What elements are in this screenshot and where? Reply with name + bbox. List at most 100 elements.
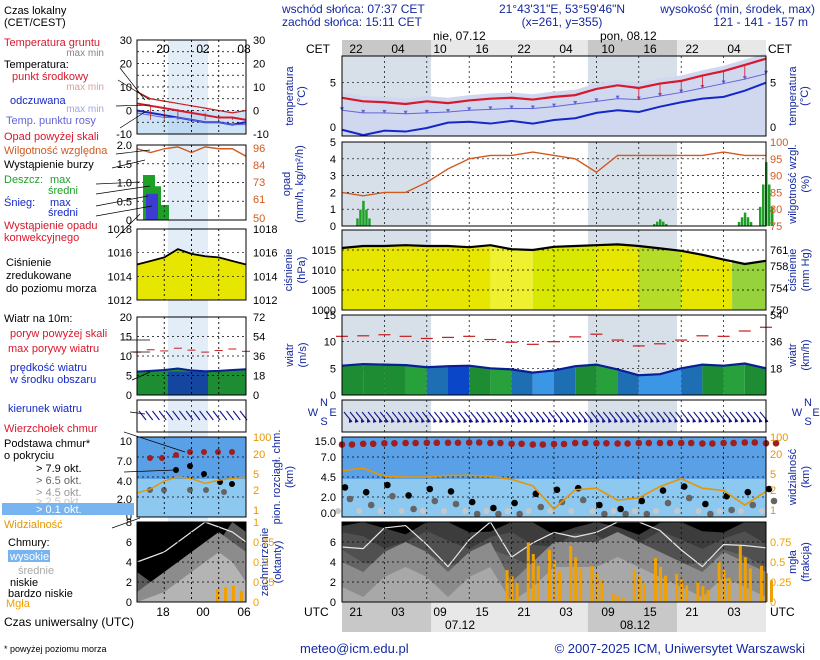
wind-direction-arrow bbox=[632, 411, 642, 423]
dewpoint-marker bbox=[509, 105, 514, 110]
legend-cloud-tick: 4.0 bbox=[117, 476, 132, 488]
legend-wind-kmh-tick: 54 bbox=[253, 332, 265, 344]
pressure-fill-segment bbox=[532, 245, 597, 310]
legend-temp-tick-left: 10 bbox=[120, 82, 132, 94]
legend-utc-tick: 18 bbox=[156, 605, 170, 619]
pressure-mmhg-tick: 750 bbox=[770, 305, 788, 317]
cloud-base-dot-faint bbox=[335, 508, 341, 514]
legend-wind-arrow bbox=[232, 410, 241, 421]
wind-direction-arrow bbox=[645, 411, 654, 423]
legend-pointer-line bbox=[117, 79, 151, 101]
dewpoint-marker bbox=[424, 109, 429, 114]
legend-pressure: Ciśnienie zredukowane do poziomu morza bbox=[6, 257, 97, 295]
precip-bar bbox=[662, 221, 665, 226]
legend-pressure-tick-left: 1012 bbox=[108, 295, 132, 307]
legend-ground-temp: Temperatura gruntu bbox=[4, 37, 100, 49]
top-night-band bbox=[342, 40, 432, 56]
cloud-base-dot-faint bbox=[525, 508, 532, 514]
wind-direction-arrow bbox=[554, 411, 564, 423]
wind-fill-segment bbox=[363, 364, 385, 395]
compass-right-w: W bbox=[792, 407, 803, 419]
cloud-base-dot bbox=[532, 490, 540, 498]
legend-cloud-top-dot bbox=[201, 449, 207, 455]
precip-bar bbox=[746, 217, 750, 226]
legend-fog-bar bbox=[232, 586, 235, 602]
visibility-line bbox=[341, 467, 767, 511]
cloud-base-dot bbox=[638, 497, 646, 505]
visibility-tick: 1 bbox=[770, 505, 776, 517]
legend-cover-tick: 6 bbox=[126, 537, 132, 549]
wind-direction-arrowhead bbox=[602, 418, 606, 423]
dewpoint-marker bbox=[530, 105, 535, 110]
wind-direction-arrow bbox=[693, 411, 703, 423]
cover-tick: 2 bbox=[330, 577, 336, 589]
legend-local-time-label: Czas lokalny (CET/CEST) bbox=[4, 5, 67, 29]
wind-direction-arrowhead bbox=[547, 418, 551, 423]
precip-bar bbox=[665, 223, 668, 226]
legend-pointer-line bbox=[119, 111, 146, 129]
wind-direction-arrow bbox=[620, 411, 630, 423]
wind-direction-arrowhead bbox=[373, 418, 377, 423]
cloud-base-dot-faint bbox=[674, 508, 681, 514]
legend-cloud-top-dot bbox=[215, 449, 221, 455]
legend-cover-tick: 0 bbox=[126, 597, 132, 609]
cloud-top-dot bbox=[624, 440, 631, 447]
fog-bar bbox=[590, 566, 594, 602]
fog-bar bbox=[706, 590, 710, 602]
wind-direction-arrow bbox=[705, 411, 715, 423]
top-hour-tick: 04 bbox=[391, 42, 405, 56]
wind-direction-panel-night-band bbox=[587, 400, 677, 432]
wind-kmh-tick: 18 bbox=[770, 363, 782, 375]
fog-bar bbox=[595, 573, 599, 602]
precip-bar bbox=[362, 200, 365, 226]
wind-direction-arrowhead bbox=[499, 418, 503, 423]
legend-pressure-tick-right: 1014 bbox=[253, 271, 277, 283]
cloud-base-dot-secondary bbox=[495, 510, 502, 518]
cloud-base-dot bbox=[447, 488, 455, 495]
cloud-base-dot bbox=[680, 483, 688, 490]
dewpoint-marker bbox=[594, 98, 599, 103]
wind-fill-segment bbox=[596, 364, 618, 395]
legend-cover-tick: 2 bbox=[126, 577, 132, 589]
top-hour-tick: 04 bbox=[727, 42, 741, 56]
legend-pointer-line bbox=[123, 431, 186, 453]
cover-tick: 0 bbox=[330, 597, 336, 609]
fog-bar bbox=[717, 562, 721, 602]
cet-label-left: CET bbox=[306, 42, 331, 56]
legend-clouds: Chmury: bbox=[8, 537, 50, 549]
wind-direction-arrow bbox=[687, 411, 697, 423]
precip-axis-title: opad(mm/h, kg/m²/h) bbox=[281, 145, 306, 223]
wind-direction-arrow bbox=[434, 411, 443, 423]
fog-bar bbox=[515, 582, 519, 602]
wind-direction-arrowhead bbox=[578, 418, 582, 423]
cloud-top-dot bbox=[699, 440, 706, 447]
wind-direction-arrow bbox=[482, 411, 492, 423]
precip-tick: 0 bbox=[330, 221, 336, 233]
legend-cloud-base-dot bbox=[229, 481, 235, 487]
legend-fog-tick: 0.75 bbox=[253, 537, 274, 549]
wind-direction-arrow bbox=[385, 411, 395, 423]
cover-tick: 4 bbox=[330, 557, 336, 569]
legend-ground-temp-sub: max min bbox=[66, 48, 104, 59]
wind-direction-arrowhead bbox=[469, 419, 473, 423]
precip-tick: 3 bbox=[330, 171, 336, 183]
compass-left-s: S bbox=[320, 416, 327, 428]
wind-direction-arrowhead bbox=[716, 418, 720, 423]
day-label-top-2: pon, 08.12 bbox=[600, 29, 657, 43]
compass-right-n: N bbox=[804, 397, 812, 409]
wind-direction-arrowhead bbox=[692, 418, 696, 423]
precip-bar bbox=[359, 209, 362, 226]
top-hour-tick: 10 bbox=[601, 42, 615, 56]
legend-temp-mid: punkt środkowy bbox=[12, 71, 89, 83]
legend-wind-arrow bbox=[172, 410, 181, 421]
humidity-tick: 75 bbox=[770, 221, 782, 233]
pressure-fill-segment bbox=[732, 259, 766, 310]
humidity-tick: 85 bbox=[770, 187, 782, 199]
fog-tick: 0.25 bbox=[770, 577, 791, 589]
wind-direction-arrowhead bbox=[728, 418, 732, 423]
wind-direction-arrow bbox=[626, 411, 636, 423]
cloud-base-dot-secondary bbox=[685, 494, 693, 502]
cloud-top-dot bbox=[645, 439, 653, 447]
fog-bar bbox=[743, 557, 747, 602]
